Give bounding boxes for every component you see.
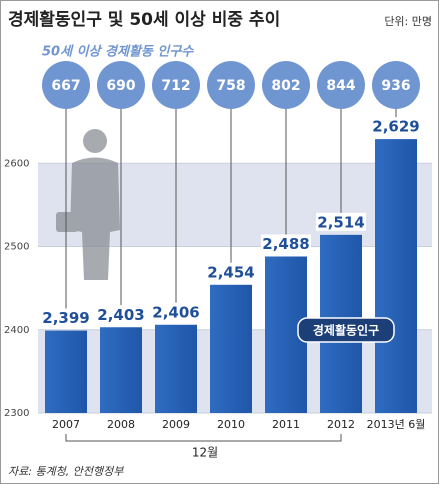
bubble-label: 802 [271, 78, 300, 94]
bar [210, 284, 252, 413]
annotation: 12월 [192, 446, 218, 460]
plot: 2,399 667 2,403 690 2,406 712 2,454 758 2,488 802… [41, 61, 421, 414]
x-tick-label: 2007 [52, 418, 80, 431]
bubble [97, 61, 145, 109]
bar [375, 139, 417, 414]
value-label: 2,403 [97, 306, 144, 324]
bar [155, 324, 197, 413]
legend-box [297, 317, 395, 343]
value-label: 2,406 [152, 303, 199, 321]
value-label: 2,454 [207, 263, 254, 281]
x-tick-label: 2008 [107, 418, 135, 431]
value-label-box [41, 308, 91, 327]
x-tick-label: 2012 [327, 418, 355, 431]
bubble-label: 712 [161, 78, 190, 94]
y-tick-label: 2500 [4, 242, 29, 253]
bubble [42, 61, 90, 109]
value-label-box [316, 212, 366, 231]
bubble [317, 61, 365, 109]
value-label-box [206, 262, 256, 281]
value-label: 2,514 [317, 213, 364, 231]
bar [100, 327, 142, 413]
bar [45, 330, 87, 413]
bubble [262, 61, 310, 109]
x-tick-label: 2011 [272, 418, 300, 431]
y-tick-label: 2600 [4, 158, 29, 169]
x-tick-label: 2013년 6월 [367, 418, 426, 431]
source: 자료: 통계청, 안전행정부 [8, 465, 124, 478]
legend-label: 경제활동인구 [313, 323, 379, 338]
y-tick-label: 2300 [4, 408, 29, 419]
bracket [65, 434, 342, 442]
x-tick-label: 2010 [217, 418, 245, 431]
value-label-box [96, 305, 146, 324]
y-tick-label: 2400 [4, 325, 29, 336]
x-tick-label: 2009 [162, 418, 190, 431]
value-label: 2,629 [372, 118, 419, 136]
bubble-label: 758 [216, 78, 245, 94]
value-label-box [151, 302, 201, 321]
bubble-label: 667 [51, 78, 80, 94]
bubble-legend: 50세 이상 경제활동 인구수 [42, 44, 194, 60]
bubble-label: 936 [381, 78, 410, 94]
bubble [152, 61, 200, 109]
value-label: 2,399 [42, 309, 89, 327]
value-label-box [371, 117, 421, 136]
bubble-label: 690 [106, 78, 135, 94]
chart-title: 경제활동인구 및 50세 이상 비중 추이 [8, 9, 280, 30]
bubble [372, 61, 420, 109]
silhouette [56, 129, 120, 280]
bubble-label: 844 [326, 78, 355, 94]
value-label: 2,488 [262, 235, 309, 253]
value-label-box [261, 234, 311, 253]
unit-label: 단위: 만명 [384, 15, 432, 28]
bubble [207, 61, 255, 109]
